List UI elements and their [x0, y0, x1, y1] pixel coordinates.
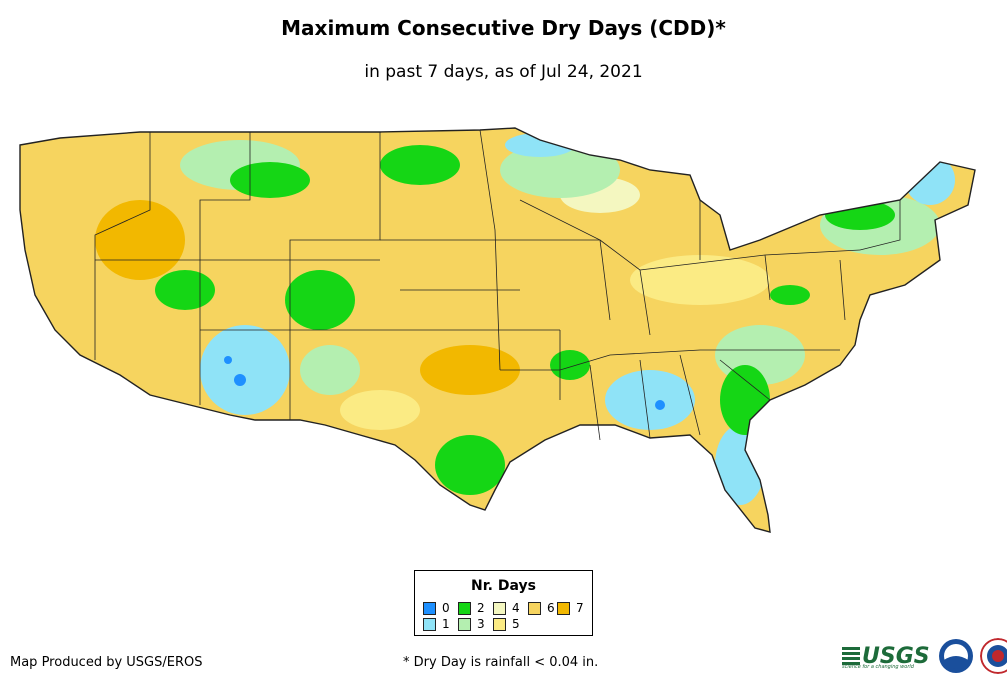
cyan-minnesota: [505, 133, 575, 157]
green-newyork: [825, 200, 895, 230]
blue-speck-1: [234, 374, 246, 386]
pale-band-ohio: [630, 255, 770, 305]
legend: Nr. Days 0 1 2 3 4 5 6 7: [414, 570, 593, 636]
map-title: Maximum Consecutive Dry Days (CDD)*: [281, 16, 726, 40]
legend-label-2: 2: [477, 601, 485, 615]
green-nevada: [155, 270, 215, 310]
green-virginia: [770, 285, 810, 305]
legend-item-5: 5: [493, 617, 520, 631]
map-credit: Map Produced by USGS/EROS: [10, 655, 203, 670]
pale-band-tx: [340, 390, 420, 430]
green-arkansas: [550, 350, 590, 380]
dry-days-raster: [20, 128, 975, 532]
legend-swatch-2: [458, 601, 471, 615]
cyan-alabama: [605, 370, 695, 430]
dry-day-footnote: * Dry Day is rainfall < 0.04 in.: [403, 655, 599, 670]
legend-swatch-5: [493, 617, 506, 631]
cyan-arizona: [200, 325, 290, 415]
agency-logos: USGS: [842, 638, 1007, 674]
usgs-tagline: science for a changing world: [842, 664, 914, 670]
lightgreen-nm: [300, 345, 360, 395]
dark-patch-1: [95, 200, 185, 280]
legend-label-3: 3: [477, 617, 485, 631]
legend-label-4: 4: [512, 601, 520, 615]
usgs-mark-icon: [842, 647, 860, 665]
legend-swatch-7: [557, 601, 570, 615]
legend-title: Nr. Days: [471, 578, 536, 594]
legend-label-5: 5: [512, 617, 520, 631]
us-cdd-map: [19, 127, 976, 533]
cyan-florida: [715, 425, 765, 505]
map-subtitle: in past 7 days, as of Jul 24, 2021: [364, 62, 643, 82]
green-montana: [230, 162, 310, 198]
green-georgia: [720, 365, 770, 435]
legend-item-4: 4: [493, 601, 520, 615]
legend-swatch-4: [493, 601, 506, 615]
green-southeast-tx: [435, 435, 505, 495]
cyan-maine: [905, 155, 955, 205]
legend-swatch-1: [423, 617, 436, 631]
legend-item-2: 2: [458, 601, 485, 615]
nws-logo-icon: [979, 638, 1007, 674]
green-colorado: [285, 270, 355, 330]
noaa-logo-icon: [938, 639, 973, 673]
legend-item-1: 1: [423, 617, 450, 631]
legend-item-7: 7: [557, 601, 584, 615]
legend-swatch-6: [528, 601, 541, 615]
state-boundaries: [94, 129, 901, 441]
legend-label-7: 7: [576, 601, 584, 615]
legend-label-0: 0: [442, 601, 450, 615]
usgs-logo: USGS: [842, 644, 930, 669]
blue-speck-2: [655, 400, 665, 410]
legend-swatch-3: [458, 617, 471, 631]
legend-swatch-0: [423, 601, 436, 615]
green-dakotas: [380, 145, 460, 185]
blue-speck-3: [224, 356, 232, 364]
legend-label-1: 1: [442, 617, 450, 631]
base-dry-area: [20, 128, 975, 532]
usgs-wordmark: USGS: [862, 643, 930, 669]
legend-item-3: 3: [458, 617, 485, 631]
dark-patch-2: [420, 345, 520, 395]
legend-item-6: 6: [528, 601, 555, 615]
legend-item-0: 0: [423, 601, 450, 615]
legend-label-6: 6: [547, 601, 555, 615]
